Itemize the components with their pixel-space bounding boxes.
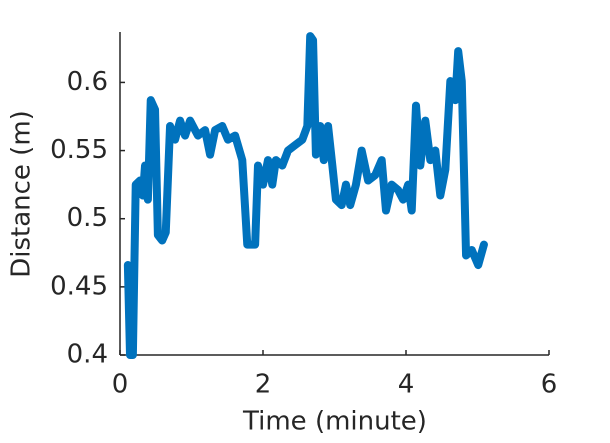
x-tick-label: 4	[398, 370, 415, 400]
y-tick-label: 0.5	[67, 203, 108, 233]
x-tick-label: 2	[255, 370, 272, 400]
y-tick-label: 0.6	[67, 67, 108, 97]
y-tick-label: 0.55	[50, 135, 108, 165]
y-axis-label: Distance (m)	[7, 110, 37, 278]
y-tick-label: 0.4	[67, 340, 108, 370]
x-tick-label: 0	[112, 370, 129, 400]
data-line	[123, 32, 488, 359]
y-tick-label: 0.45	[50, 271, 108, 301]
x-tick-label: 6	[541, 370, 558, 400]
x-axis-label: Time (minute)	[242, 407, 427, 437]
